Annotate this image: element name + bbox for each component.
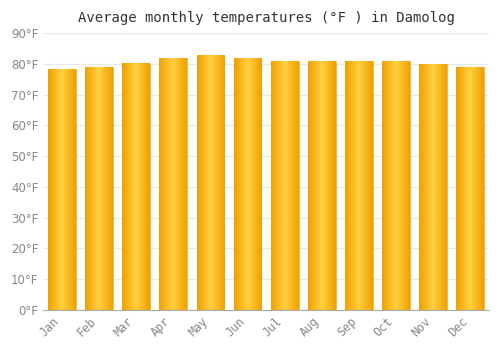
Title: Average monthly temperatures (°F ) in Damolog: Average monthly temperatures (°F ) in Da… bbox=[78, 11, 454, 25]
